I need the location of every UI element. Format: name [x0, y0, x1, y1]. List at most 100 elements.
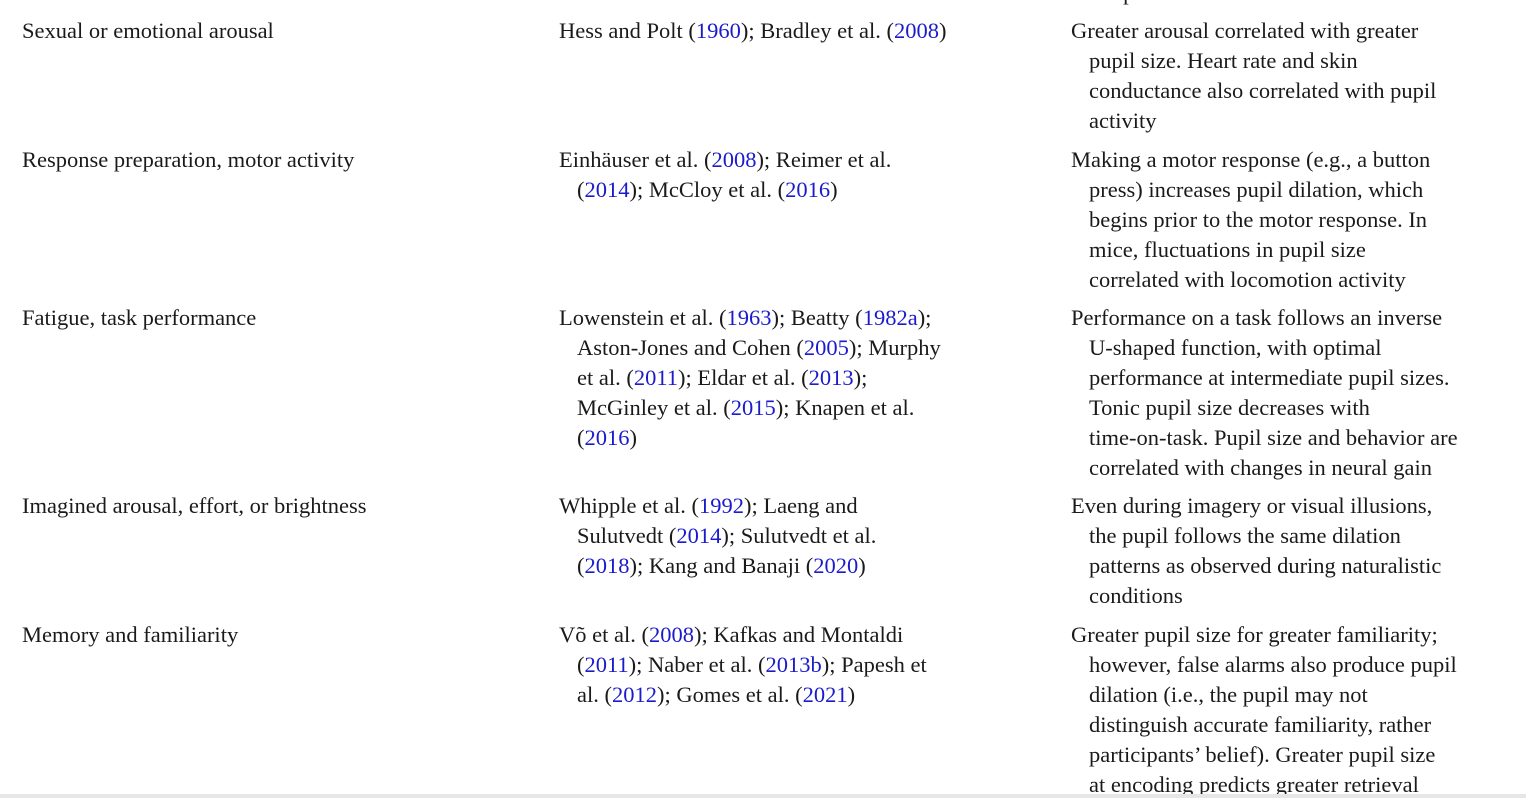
citation-year-link[interactable]: 2016 [584, 425, 630, 450]
findings-line: U-shaped function, with optimal [1089, 335, 1382, 360]
topic-cell: Response preparation, motor activity [22, 147, 355, 172]
citation-text: ) [858, 553, 866, 578]
findings-line: at encoding predicts greater retrieval [1089, 772, 1419, 797]
citation-text: ); Laeng and [743, 493, 858, 518]
citation-text: ); Eldar et al. ( [678, 365, 809, 390]
citation-year-link[interactable]: 2012 [611, 682, 657, 707]
citation-year-link[interactable]: 2011 [584, 652, 629, 677]
citation-year-link[interactable]: 2015 [730, 395, 776, 420]
findings-line: pupil size. Heart rate and skin [1089, 48, 1358, 73]
citation-year-link[interactable]: 2014 [584, 177, 630, 202]
citation-text: Lowenstein et al. ( [559, 305, 727, 330]
citation-year-link[interactable]: 2008 [893, 18, 939, 43]
studies-line: (2014); McCloy et al. (2016) [559, 175, 891, 205]
bottom-divider [0, 794, 1526, 798]
citation-year-link[interactable]: 1960 [695, 18, 741, 43]
citation-year-link[interactable]: 2021 [802, 682, 848, 707]
citation-text: et al. ( [577, 365, 634, 390]
findings-line: begins prior to the motor response. In [1089, 207, 1428, 232]
citation-text: ) [938, 18, 947, 43]
findings-line: correlated with locomotion activity [1089, 267, 1406, 292]
citation-text: ); Kafkas and Montaldi [693, 622, 904, 647]
studies-line: Hess and Polt (1960); Bradley et al. (20… [559, 16, 946, 46]
findings-line: distinguish accurate familiarity, rather [1089, 712, 1432, 737]
findings-line: correlated with changes in neural gain [1089, 455, 1432, 480]
studies-line: al. (2012); Gomes et al. (2021) [559, 680, 927, 710]
citation-text: ); Sulutvedt et al. [721, 523, 877, 548]
citation-text: ( [577, 177, 585, 202]
citation-year-link[interactable]: 1992 [698, 493, 744, 518]
studies-cell: Võ et al. (2008); Kafkas and Montaldi (20… [559, 620, 927, 710]
clipped-previous-row-text: are present or not [1090, 0, 1247, 8]
studies-line: (2011); Naber et al. (2013b); Papesh et [559, 650, 927, 680]
citation-text: ); McCloy et al. ( [629, 177, 786, 202]
studies-line: et al. (2011); Eldar et al. (2013); [559, 363, 941, 393]
citation-year-link[interactable]: 2018 [584, 553, 630, 578]
citation-year-link[interactable]: 2013 [808, 365, 854, 390]
findings-line: press) increases pupil dilation, which [1089, 177, 1424, 202]
findings-line: Greater pupil size for greater familiari… [1071, 622, 1438, 647]
citation-text: ) [629, 425, 638, 450]
citation-year-link[interactable]: 2008 [711, 147, 757, 172]
citation-text: ); Kang and Banaji ( [629, 553, 814, 578]
topic-cell: Sexual or emotional arousal [22, 18, 274, 43]
citation-text: ); Bradley et al. ( [740, 18, 894, 43]
citation-year-link[interactable]: 2016 [785, 177, 831, 202]
citation-text: ( [577, 553, 585, 578]
citation-text: ); [917, 305, 932, 330]
findings-cell: Greater arousal correlated with greater p… [1071, 16, 1436, 136]
topic-cell: Imagined arousal, effort, or brightness [22, 493, 367, 518]
studies-line: Võ et al. (2008); Kafkas and Montaldi [559, 620, 927, 650]
findings-line: however, false alarms also produce pupil [1089, 652, 1457, 677]
findings-line: patterns as observed during naturalistic [1089, 553, 1442, 578]
findings-line: activity [1089, 108, 1157, 133]
findings-line: Even during imagery or visual illusions, [1071, 493, 1433, 518]
citation-year-link[interactable]: 2013b [765, 652, 822, 677]
studies-line: McGinley et al. (2015); Knapen et al. [559, 393, 941, 423]
citation-text: ); Papesh et [821, 652, 927, 677]
studies-cell: Whipple et al. (1992); Laeng and Sulutved… [559, 491, 876, 581]
findings-line: participants’ belief). Greater pupil siz… [1089, 742, 1436, 767]
citation-text: ( [577, 652, 585, 677]
citation-text: ) [847, 682, 856, 707]
topic-cell: Memory and familiarity [22, 622, 239, 647]
findings-line: performance at intermediate pupil sizes. [1089, 365, 1450, 390]
citation-text: Whipple et al. ( [559, 493, 699, 518]
citation-year-link[interactable]: 2005 [803, 335, 849, 360]
findings-line: time-on-task. Pupil size and behavior ar… [1089, 425, 1458, 450]
findings-cell: Greater pupil size for greater familiari… [1071, 620, 1457, 800]
citation-text: Sulutvedt ( [577, 523, 677, 548]
citation-text: Võ et al. ( [559, 622, 649, 647]
citation-text: McGinley et al. ( [577, 395, 731, 420]
studies-line: (2016) [559, 423, 941, 453]
studies-line: Whipple et al. (1992); Laeng and [559, 491, 876, 521]
citation-text: ); Gomes et al. ( [656, 682, 803, 707]
findings-line: conditions [1089, 583, 1183, 608]
findings-line: dilation (i.e., the pupil may not [1089, 682, 1368, 707]
citation-text: ); Knapen et al. [775, 395, 915, 420]
studies-cell: Hess and Polt (1960); Bradley et al. (20… [559, 16, 946, 46]
citation-text: ) [830, 177, 838, 202]
findings-cell: Making a motor response (e.g., a button p… [1071, 145, 1430, 295]
studies-cell: Lowenstein et al. (1963); Beatty (1982a)… [559, 303, 941, 453]
citation-text: ); Murphy [848, 335, 941, 360]
findings-line: the pupil follows the same dilation [1089, 523, 1401, 548]
findings-cell: Performance on a task follows an inverse… [1071, 303, 1458, 483]
findings-line: Tonic pupil size decreases with [1089, 395, 1370, 420]
citation-year-link[interactable]: 2011 [633, 365, 679, 390]
citation-year-link[interactable]: 2008 [648, 622, 694, 647]
topic-cell: Fatigue, task performance [22, 305, 257, 330]
studies-line: (2018); Kang and Banaji (2020) [559, 551, 876, 581]
citation-year-link[interactable]: 1963 [726, 305, 772, 330]
citation-year-link[interactable]: 2014 [676, 523, 722, 548]
citation-text: Einhäuser et al. ( [559, 147, 712, 172]
citation-text: ( [577, 425, 585, 450]
studies-line: Sulutvedt (2014); Sulutvedt et al. [559, 521, 876, 551]
citation-year-link[interactable]: 2020 [813, 553, 859, 578]
findings-cell: Even during imagery or visual illusions,… [1071, 491, 1441, 611]
citation-year-link[interactable]: 1982a [862, 305, 918, 330]
findings-line: Greater arousal correlated with greater [1071, 18, 1419, 43]
findings-line: Making a motor response (e.g., a button [1071, 147, 1431, 172]
studies-line: Aston-Jones and Cohen (2005); Murphy [559, 333, 941, 363]
citation-text: ); Naber et al. ( [628, 652, 766, 677]
